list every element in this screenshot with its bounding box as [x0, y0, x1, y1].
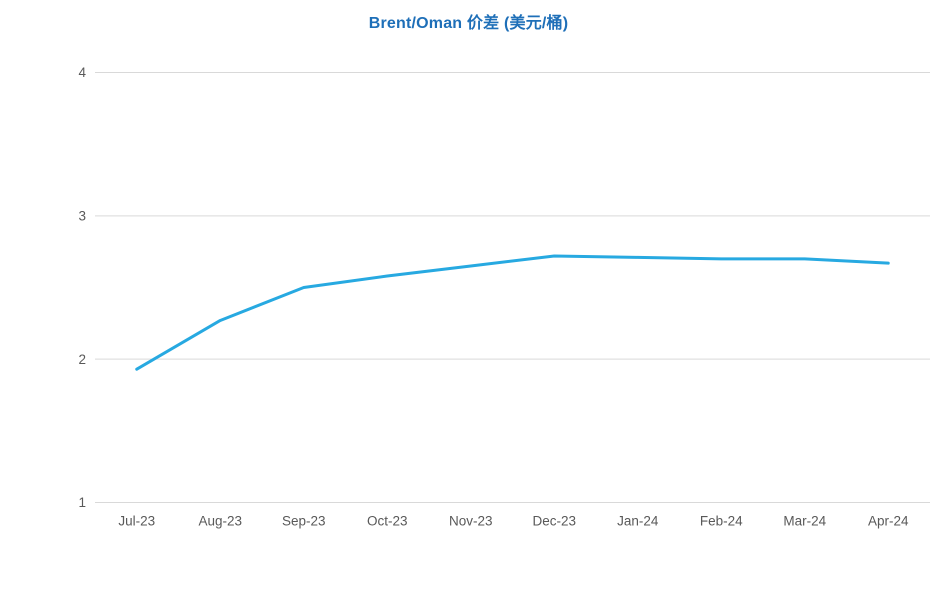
x-axis-tick-label: Oct-23 — [367, 514, 408, 529]
chart-title: Brent/Oman 价差 (美元/桶) — [368, 15, 569, 32]
y-axis-tick-label: 1 — [78, 495, 86, 510]
y-axis-tick-label: 3 — [78, 209, 86, 224]
x-axis-tick-label: Aug-23 — [198, 514, 242, 529]
x-axis-tick-label: Sep-23 — [282, 514, 326, 529]
x-axis-tick-label: Dec-23 — [532, 514, 576, 529]
x-axis-tick-label: Feb-24 — [700, 514, 743, 529]
y-axis-tick-label: 4 — [78, 65, 86, 80]
x-axis-tick-label: Jul-23 — [118, 514, 155, 529]
x-axis-tick-label: Jan-24 — [617, 514, 659, 529]
y-axis-tick-label: 2 — [78, 352, 86, 367]
x-axis-tick-label: Nov-23 — [449, 514, 493, 529]
x-axis-tick-label: Apr-24 — [868, 514, 909, 529]
series-line — [135, 254, 890, 371]
x-axis-tick-label: Mar-24 — [783, 514, 826, 529]
